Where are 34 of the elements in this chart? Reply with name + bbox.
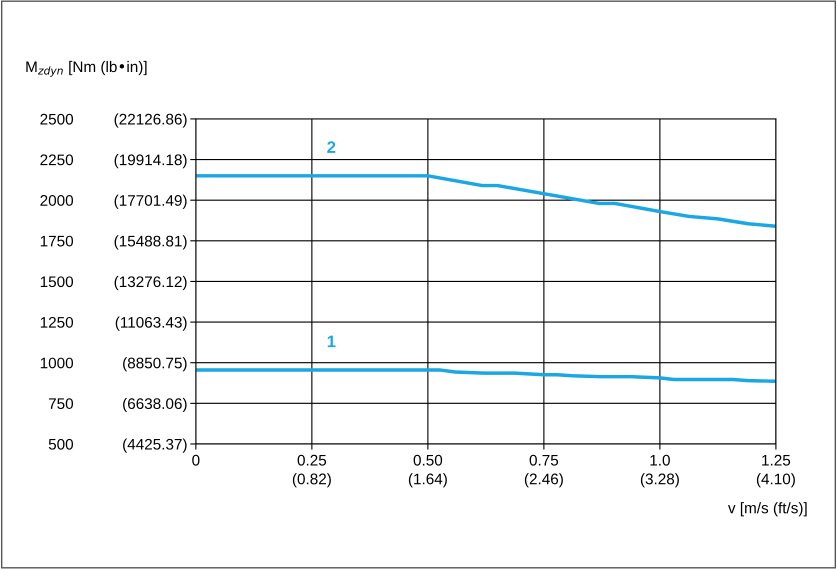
x-tick-label: 0.50 [414, 454, 442, 466]
x-tick-label: 0.75 [530, 454, 558, 466]
x-axis-title: v [m/s (ft/s)] [728, 502, 807, 516]
x-tick-label: 1.25 [762, 454, 790, 466]
y2-tick-label: (8850.75) [123, 357, 187, 372]
y2-tick-label: (6638.06) [123, 398, 187, 412]
y-axis-title: M$_{zdyn}$ [Nm (lb•in)] [26, 60, 147, 77]
x2-tick-label: (0.82) [292, 473, 331, 488]
line-series [196, 368, 776, 383]
y2-tick-label: (15488.81) [114, 235, 187, 250]
x2-tick-label: (3.28) [640, 473, 679, 488]
x-tick-label: 0 [192, 454, 200, 466]
y-tick-label: 1750 [40, 236, 74, 247]
x2-tick-label: (1.64) [408, 473, 447, 488]
y2-tick-label: (17701.49) [114, 194, 187, 209]
x2-tick-label: (4.10) [756, 473, 795, 488]
y-tick-label: 500 [48, 438, 74, 450]
y-tick-label: 750 [48, 398, 74, 410]
x-tick-label: 1.0 [650, 454, 670, 466]
y-tick-label: 2500 [40, 114, 74, 125]
x-tick-label: 0.25 [298, 454, 326, 466]
y-tick-label: 2250 [40, 154, 74, 166]
y2-tick-label: (4425.37) [123, 438, 187, 453]
x2-tick-label: (2.46) [524, 473, 563, 488]
series-label: 2 [327, 141, 336, 153]
y-tick-label: 2000 [40, 195, 74, 206]
y2-tick-label: (22126.86) [114, 113, 187, 128]
y-tick-label: 1500 [40, 276, 74, 288]
y-tick-label: 1000 [40, 358, 74, 368]
y2-tick-label: (11063.43) [116, 316, 187, 331]
y2-tick-label: (19914.18) [114, 154, 187, 168]
y-tick-label: 1250 [40, 316, 74, 328]
series-label: 1 [328, 336, 336, 348]
y2-tick-label: (13276.12) [114, 276, 187, 290]
